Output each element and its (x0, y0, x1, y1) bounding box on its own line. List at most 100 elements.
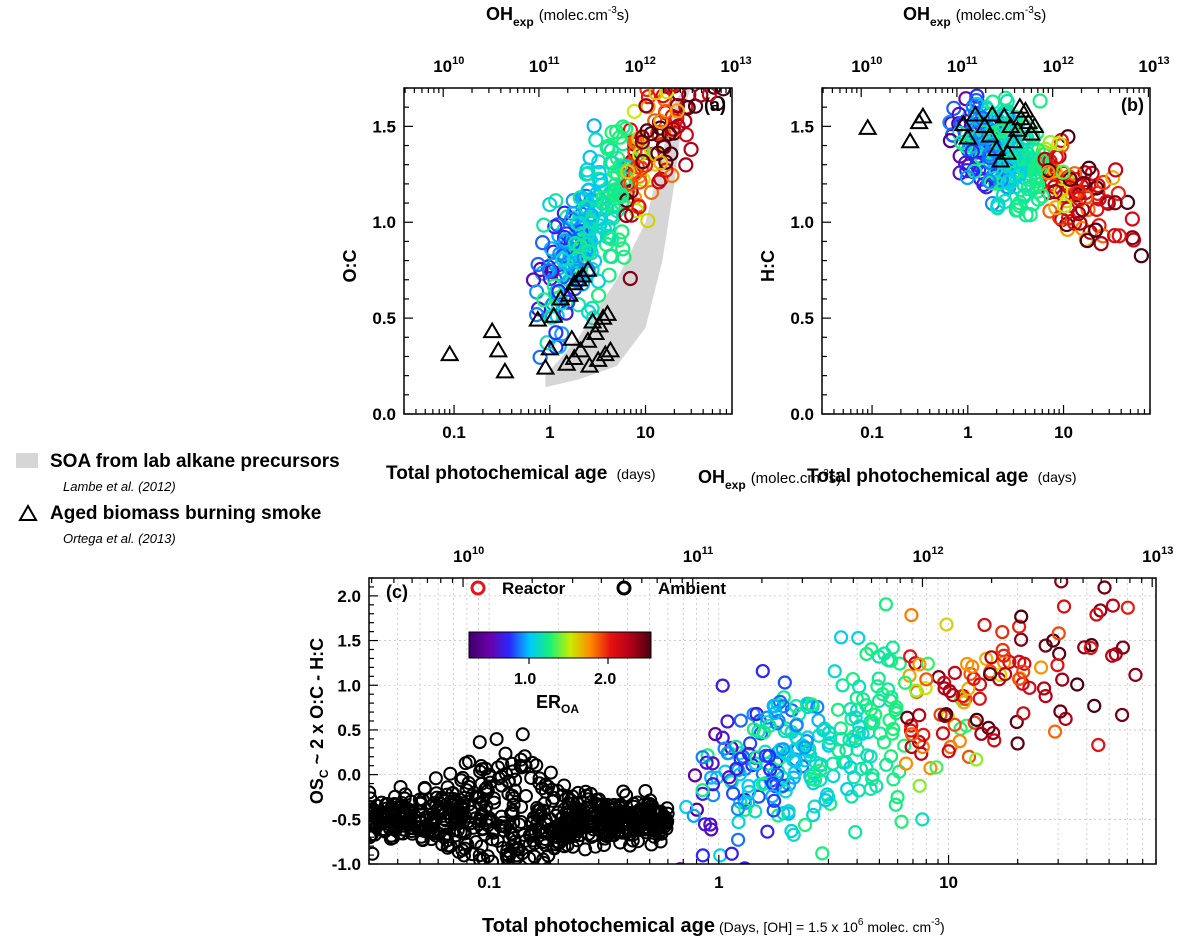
reactor-point (563, 262, 579, 278)
reactor-point (902, 668, 917, 683)
top-label-unit-tail: s) (1034, 7, 1047, 24)
y-axis-label: O:C (340, 250, 360, 283)
y-tick-label: 1.5 (372, 117, 396, 136)
top-tick-exp: 10 (452, 55, 464, 67)
reactor-point (695, 750, 710, 765)
top-tick-exp: 11 (966, 55, 978, 67)
reactor-point (1124, 211, 1140, 227)
reactor-point (657, 104, 674, 120)
ambient-point (469, 835, 484, 850)
top-label-unit-exp: -3 (820, 468, 829, 479)
reactor-point (1038, 688, 1053, 704)
x-label-unit: (days) (1038, 469, 1077, 485)
reactor-point (1070, 677, 1085, 692)
reactor-point (827, 664, 842, 679)
reactor-point (974, 110, 990, 126)
reactor-point (733, 713, 748, 728)
reactor-point (631, 199, 647, 215)
ambient-point (525, 833, 540, 848)
reactor-point (843, 760, 858, 775)
ambient-point (369, 846, 380, 861)
ambient-point (472, 735, 487, 750)
ambient-point (480, 849, 495, 864)
colorbar-gradient (468, 631, 652, 659)
top-tick-exp: 10 (472, 545, 484, 557)
ambient-triangle (550, 288, 571, 306)
ambient-point (435, 791, 450, 806)
reactor-point (1055, 672, 1070, 687)
reactor-point (590, 287, 607, 303)
reactor-point (816, 722, 831, 738)
reactor-point (706, 88, 722, 95)
reactor-point (959, 656, 975, 672)
reactor-point (1056, 599, 1072, 614)
reactor-point (1105, 170, 1121, 186)
reactor-point (912, 778, 927, 793)
reactor-point (698, 72, 711, 85)
reactor-point (722, 770, 737, 785)
reactor-point (996, 648, 1011, 663)
reactor-point (1078, 189, 1094, 205)
reactor-point (801, 744, 816, 759)
reactor-point (1083, 640, 1098, 656)
reactor-point (1016, 187, 1032, 204)
reactor-point (1047, 184, 1063, 200)
reactor-point (909, 683, 924, 698)
ambient-triangle (593, 308, 613, 325)
reactor-point (969, 712, 984, 727)
reactor-point (620, 164, 636, 180)
ambient-point (534, 808, 549, 823)
ambient-triangle (982, 104, 1002, 122)
reactor-point (1012, 619, 1027, 634)
ambient-point (575, 806, 590, 821)
y-tick-label: 1.0 (790, 213, 814, 232)
reactor-point (668, 88, 682, 92)
ambient-triangle (953, 114, 974, 132)
reactor-legend-marker (470, 580, 486, 596)
reactor-point (704, 822, 719, 837)
reactor-point (622, 270, 638, 287)
reactor-point (708, 726, 723, 742)
reactor-point (999, 93, 1015, 110)
ambient-point (622, 806, 637, 821)
ambient-point (518, 899, 530, 911)
ambient-point (545, 782, 560, 797)
ambient-point (512, 817, 527, 832)
reactor-point (860, 748, 875, 763)
reactor-point (882, 713, 897, 728)
reactor-point (951, 106, 967, 122)
reactor-point (653, 155, 669, 171)
ambient-triangle (913, 106, 933, 124)
reactor-point (717, 741, 732, 756)
ambient-point (491, 760, 506, 775)
reactor-point (768, 705, 783, 720)
reactor-point (923, 761, 938, 776)
ambient-triangle (540, 338, 560, 356)
x-label-unit-exp: 6 (858, 917, 864, 928)
ambient-triangle (965, 104, 986, 122)
colorbar-tick-label: 1.0 (514, 671, 536, 688)
legend: Reactor Ambient (470, 579, 726, 598)
ambient-point (505, 803, 520, 818)
reactor-point (1115, 640, 1130, 655)
y-tick-label: 0.5 (372, 309, 396, 328)
reactor-point (536, 292, 552, 308)
reactor-point (870, 679, 885, 694)
ambient-point (590, 808, 605, 823)
ambient-point (478, 782, 493, 797)
ambient-triangle (579, 356, 600, 373)
y-label-sub: C (317, 769, 331, 778)
ambient-triangle (568, 269, 589, 287)
top-tick-label: 1012 (912, 545, 943, 566)
ambient-point (600, 815, 615, 830)
reactor-point (855, 692, 871, 707)
soa-label: SOA from lab alkane precursors (50, 451, 340, 472)
ambient-point (581, 792, 596, 807)
reactor-point (804, 697, 819, 712)
top-tick-exp: 13 (1157, 55, 1169, 67)
reactor-point (640, 212, 656, 229)
y-tick-label: 1.5 (337, 632, 361, 651)
ambient-point (622, 827, 637, 842)
reactor-point (738, 802, 753, 817)
